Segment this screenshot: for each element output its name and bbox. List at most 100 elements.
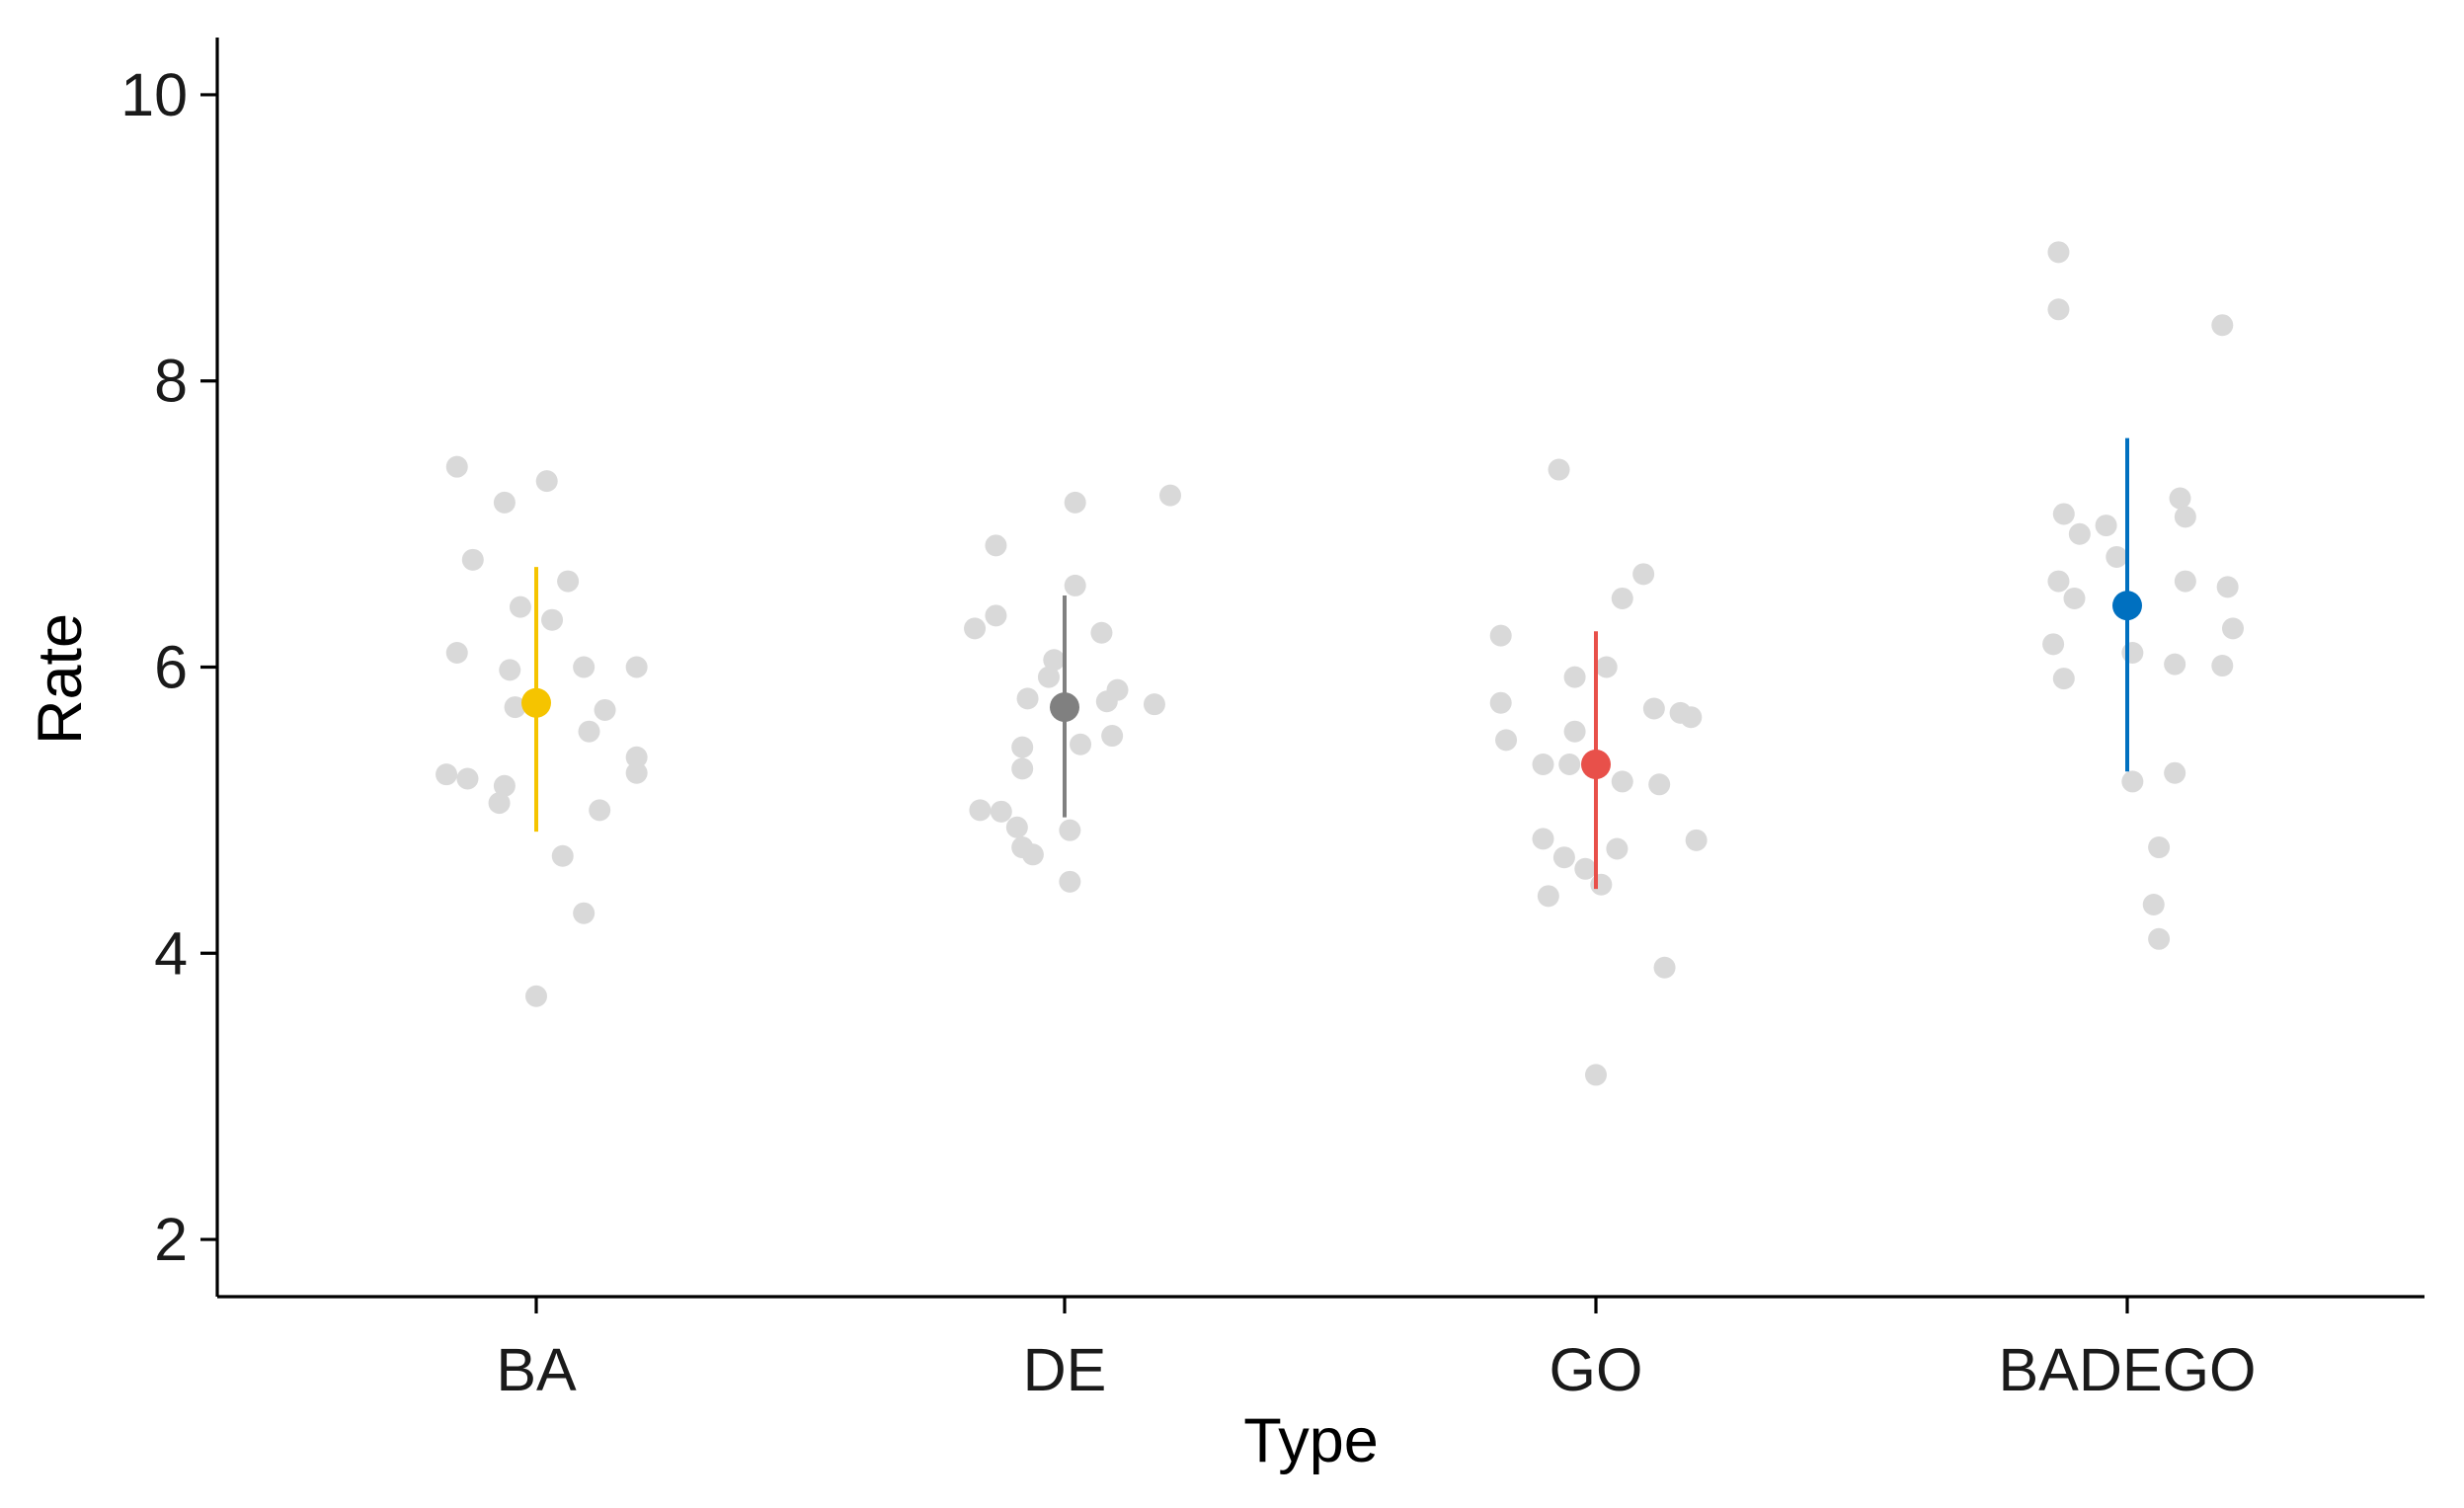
y-tick-label: 10	[120, 61, 188, 128]
data-point-de	[1064, 491, 1086, 514]
data-point-badego	[2121, 770, 2144, 793]
data-point-ba	[625, 656, 648, 678]
data-point-ba	[504, 696, 526, 719]
y-axis-ticks: 2 4 6 8 10	[120, 61, 217, 1273]
data-point-ba	[594, 698, 616, 721]
data-point-de	[1005, 816, 1028, 838]
data-point-go	[1548, 458, 1570, 481]
data-point-ba	[525, 985, 547, 1007]
mean-point-badego	[2112, 591, 2142, 621]
data-point-go	[1642, 697, 1665, 720]
data-point-ba	[625, 746, 648, 768]
data-point-de	[1070, 733, 1092, 755]
mean-point-go	[1581, 750, 1611, 780]
data-point-de	[1011, 736, 1034, 758]
data-point-go	[1653, 956, 1676, 979]
data-point-de	[1037, 666, 1060, 688]
data-point-de	[985, 534, 1007, 557]
data-point-ba	[625, 761, 648, 784]
x-tick-label-badego: BADEGO	[1998, 1336, 2256, 1403]
data-point-badego	[2052, 668, 2075, 690]
data-point-go	[1606, 837, 1629, 860]
data-point-ba	[493, 774, 516, 797]
data-point-ba	[509, 595, 531, 618]
data-point-go	[1558, 754, 1581, 776]
x-axis-title: Type	[1243, 1406, 1379, 1475]
data-point-badego	[2047, 298, 2070, 321]
data-point-badego	[2174, 506, 2196, 528]
data-point-de	[1043, 649, 1066, 672]
data-point-badego	[2216, 576, 2239, 598]
data-point-badego	[2148, 836, 2171, 859]
data-point-de	[990, 800, 1012, 823]
data-point-ba	[499, 659, 521, 681]
data-point-badego	[2042, 633, 2065, 656]
data-point-go	[1574, 857, 1597, 880]
x-axis-ticks: BA DE GO BADEGO	[496, 1297, 2257, 1403]
mean-point-ba	[521, 687, 551, 718]
y-tick-label: 8	[154, 348, 188, 415]
data-point-badego	[2169, 487, 2191, 510]
data-point-ba	[541, 608, 564, 631]
data-point-go	[1632, 563, 1655, 586]
data-point-de	[1143, 693, 1165, 716]
data-point-go	[1537, 885, 1559, 908]
data-point-badego	[2047, 241, 2070, 264]
y-tick-label: 4	[154, 919, 188, 987]
x-tick-label-de: DE	[1023, 1336, 1107, 1403]
data-point-ba	[436, 763, 458, 786]
data-point-badego	[2052, 503, 2075, 525]
data-point-badego	[2222, 617, 2244, 640]
data-point-de	[985, 604, 1007, 627]
data-point-ba	[488, 792, 511, 815]
data-point-de	[1095, 690, 1118, 713]
data-point-ba	[589, 799, 611, 822]
summary-layer	[521, 437, 2142, 890]
data-point-de	[1090, 621, 1113, 644]
data-point-go	[1489, 624, 1512, 647]
data-point-badego	[2142, 894, 2165, 916]
data-point-go	[1611, 770, 1633, 793]
data-point-go	[1489, 691, 1512, 714]
x-tick-label-go: GO	[1550, 1336, 1643, 1403]
data-point-badego	[2068, 522, 2091, 545]
data-point-badego	[2148, 927, 2171, 950]
x-tick-label-ba: BA	[496, 1336, 577, 1403]
data-point-go	[1590, 873, 1613, 896]
data-point-go	[1685, 829, 1708, 851]
data-point-go	[1552, 846, 1575, 869]
data-point-de	[1021, 843, 1044, 866]
data-point-de	[1064, 574, 1086, 596]
data-point-de	[969, 799, 992, 822]
data-point-ba	[461, 548, 484, 571]
data-point-go	[1611, 587, 1633, 609]
data-point-de	[1059, 870, 1081, 893]
y-tick-label: 6	[154, 634, 188, 701]
data-point-badego	[2211, 314, 2234, 337]
data-point-badego	[2164, 761, 2186, 784]
data-point-ba	[445, 455, 468, 478]
data-point-go	[1563, 666, 1586, 688]
mean-point-de	[1050, 692, 1079, 723]
data-point-ba	[445, 642, 468, 665]
data-point-go	[1532, 754, 1554, 776]
data-point-badego	[2106, 545, 2128, 568]
data-point-de	[1101, 725, 1124, 748]
data-point-go	[1585, 1064, 1607, 1086]
data-point-de	[964, 617, 987, 640]
data-point-go	[1563, 720, 1586, 743]
data-point-badego	[2121, 642, 2144, 665]
data-point-de	[1159, 484, 1181, 507]
data-point-badego	[2095, 515, 2117, 537]
data-point-go	[1680, 706, 1703, 729]
data-point-ba	[573, 902, 596, 924]
data-point-de	[1011, 757, 1034, 780]
data-point-go	[1495, 729, 1518, 752]
y-tick-label: 2	[154, 1206, 188, 1273]
data-point-ba	[535, 470, 558, 493]
jitter-points-layer	[436, 241, 2244, 1086]
data-point-badego	[2164, 653, 2186, 675]
